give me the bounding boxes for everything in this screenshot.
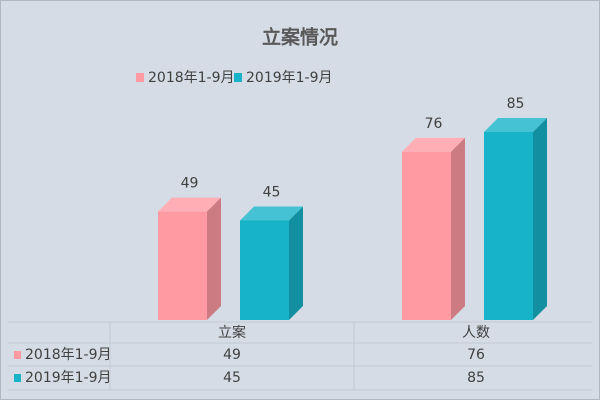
table-value: 45 [223, 370, 241, 386]
table-swatch [14, 374, 21, 382]
bar-top [402, 137, 465, 152]
data-label: 85 [507, 96, 525, 112]
bar [484, 132, 533, 320]
legend-label: 2018年1-9月 [148, 70, 235, 86]
table-series-label: 2019年1-9月 [25, 370, 112, 386]
chart-title: 立案情况 [262, 26, 338, 49]
bar-side [207, 197, 221, 320]
category-label: 人数 [462, 325, 490, 341]
bar [240, 220, 289, 320]
legend-label: 2019年1-9月 [246, 70, 333, 86]
legend-swatch [136, 73, 144, 82]
bar-side [289, 206, 303, 320]
table-value: 85 [467, 370, 485, 386]
data-label: 76 [425, 116, 443, 132]
bar-side [451, 137, 465, 320]
bar-side [533, 118, 547, 320]
bar [402, 151, 451, 320]
table-swatch [14, 351, 21, 359]
legend-swatch [234, 73, 242, 82]
category-label: 立案 [218, 324, 246, 341]
table-value: 76 [467, 347, 485, 363]
table-series-label: 2018年1-9月 [25, 347, 112, 363]
table-value: 49 [223, 347, 241, 363]
bar-top [158, 197, 221, 212]
bar [158, 211, 207, 320]
data-label: 45 [263, 184, 281, 200]
data-label: 49 [181, 176, 199, 192]
bar-top [484, 118, 547, 132]
bar-top [240, 206, 303, 221]
